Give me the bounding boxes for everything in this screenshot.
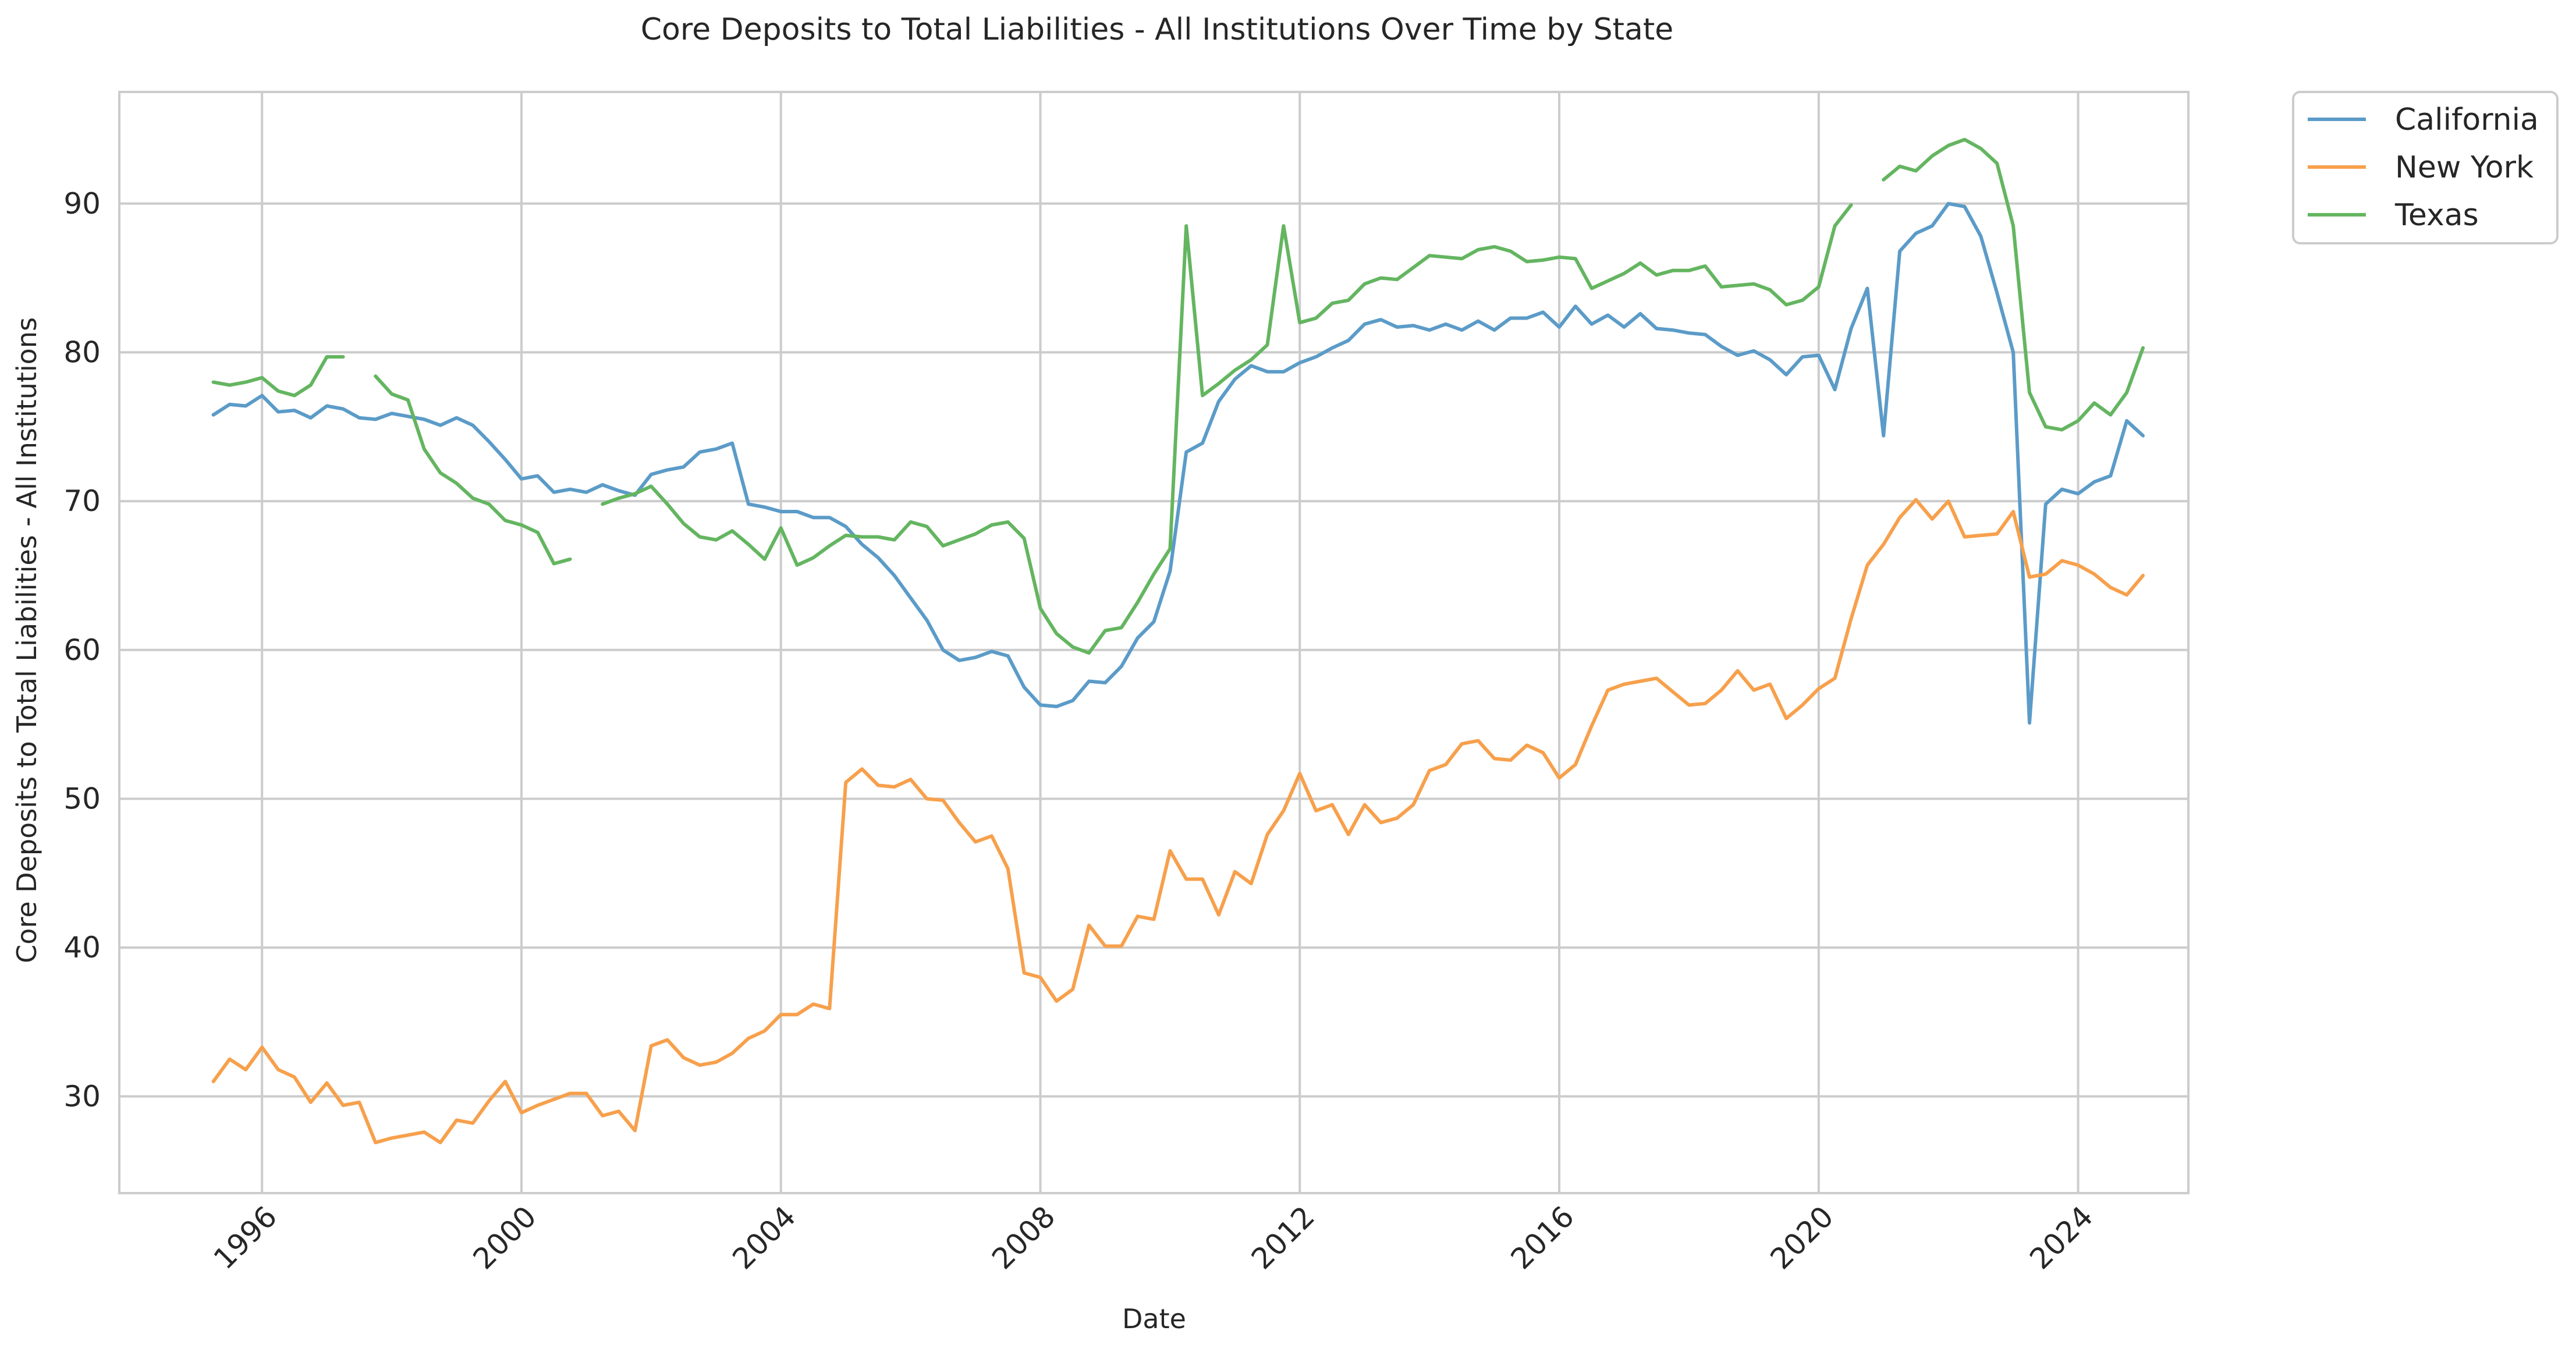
y-axis-ticks: 30 40 50 60 70 80 90 [63,187,101,1113]
legend-label-new-york: New York [2395,150,2534,185]
legend: California New York Texas [2292,91,2559,244]
series-line-california [211,201,2145,725]
legend-label-texas: Texas [2394,198,2479,233]
y-tick-label: 80 [63,335,101,369]
series-lines [211,137,2145,1145]
series-line-texas [1882,137,2145,432]
series-line-texas [211,355,345,398]
y-tick-label: 90 [63,187,101,221]
grid-lines [119,92,2188,1193]
series-line-texas [601,203,1853,655]
y-axis-title: Core Deposits to Total Liabilities - All… [11,317,42,963]
y-tick-label: 30 [63,1080,101,1113]
legend-box [2292,91,2559,244]
series-line-new-york [211,498,2145,1145]
plot-frame [118,91,2190,1194]
y-tick-label: 70 [63,484,101,518]
y-tick-label: 40 [63,931,101,964]
series-line-texas [374,374,572,566]
chart-title: Core Deposits to Total Liabilities - All… [641,12,1674,47]
x-axis-title: Date [1122,1303,1186,1335]
legend-label-california: California [2395,102,2539,137]
y-tick-label: 60 [63,633,101,667]
y-tick-label: 50 [63,782,101,815]
